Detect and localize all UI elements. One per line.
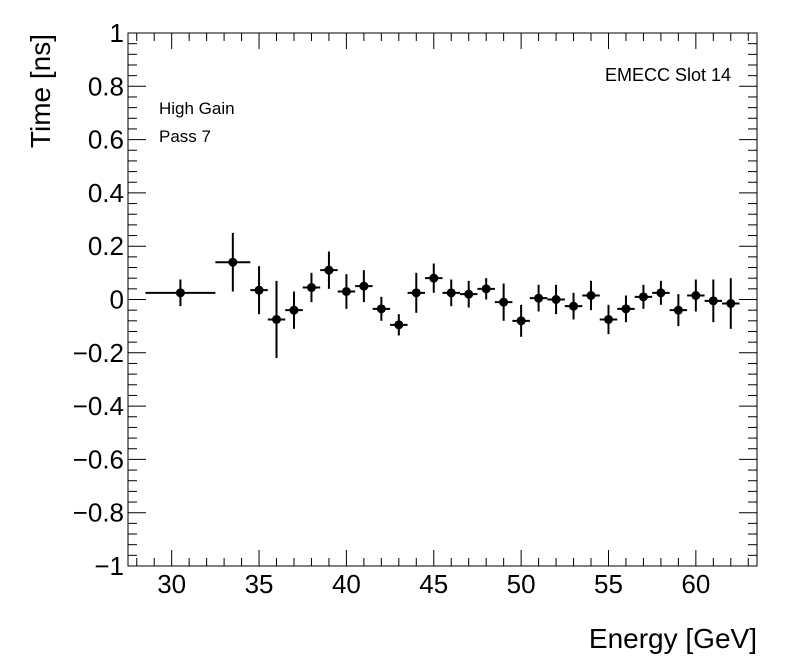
labels-layer: Energy [GeV] Time [ns] High Gain Pass 7 … xyxy=(25,34,757,654)
data-point xyxy=(529,284,548,312)
data-point xyxy=(652,280,670,305)
x-tick-label: 40 xyxy=(332,569,361,599)
data-marker xyxy=(708,296,718,306)
data-marker xyxy=(306,283,316,293)
data-point xyxy=(442,279,460,307)
data-marker xyxy=(359,281,369,291)
data-marker xyxy=(394,320,404,330)
y-tick-label: 0.8 xyxy=(88,71,124,101)
data-marker xyxy=(289,305,299,315)
data-marker xyxy=(569,301,579,311)
data-marker xyxy=(411,288,421,298)
data-point xyxy=(669,294,688,327)
data-point xyxy=(459,280,478,308)
data-point xyxy=(250,266,268,315)
y-tick-label: 0 xyxy=(110,285,124,315)
data-point xyxy=(390,314,408,336)
y-axis-title: Time [ns] xyxy=(25,34,56,148)
data-point xyxy=(704,279,723,323)
data-marker xyxy=(499,297,509,307)
data-marker xyxy=(656,288,666,298)
data-marker xyxy=(341,287,351,297)
y-tick-label: −0.4 xyxy=(73,391,124,421)
pass-annotation: Pass 7 xyxy=(159,127,211,146)
data-point xyxy=(564,292,583,320)
data-marker xyxy=(272,314,282,324)
data-marker xyxy=(638,292,648,302)
data-marker xyxy=(691,291,701,301)
x-tick-label: 45 xyxy=(419,569,448,599)
data-point xyxy=(722,278,740,329)
data-marker xyxy=(603,314,613,324)
data-point xyxy=(494,283,513,321)
y-tick-label: 0.6 xyxy=(88,125,124,155)
data-marker xyxy=(228,257,238,267)
x-tick-label: 35 xyxy=(245,569,274,599)
ticks-layer: 30 35 40 45 50 55 60 −1 −0.8 −0.6 −0.4 −0.2 0 0.2 0.4 0… xyxy=(73,18,757,599)
data-marker xyxy=(726,298,736,308)
data-point xyxy=(687,279,705,312)
y-tick-label: 0.4 xyxy=(88,178,124,208)
x-tick-label: 60 xyxy=(681,569,710,599)
y-tick-label: 1 xyxy=(110,18,124,48)
data-point xyxy=(320,251,338,289)
gain-annotation: High Gain xyxy=(159,99,235,118)
data-marker xyxy=(621,304,631,314)
data-layer xyxy=(145,232,740,359)
y-tick-label: 0.2 xyxy=(88,231,124,261)
y-tick-label: −0.2 xyxy=(73,338,124,368)
data-point xyxy=(145,279,216,307)
data-point xyxy=(372,296,391,321)
slot-annotation: EMECC Slot 14 xyxy=(605,65,731,85)
data-point xyxy=(355,270,373,303)
y-tick-label: −0.8 xyxy=(73,498,124,528)
x-tick-label: 55 xyxy=(594,569,623,599)
data-point xyxy=(547,284,565,315)
data-point xyxy=(285,291,303,329)
x-axis-title: Energy [GeV] xyxy=(589,623,757,654)
data-marker xyxy=(254,285,264,295)
data-point xyxy=(512,304,530,337)
data-marker xyxy=(464,289,474,299)
data-point xyxy=(634,284,653,309)
data-marker xyxy=(175,288,185,298)
y-tick-label: −0.6 xyxy=(73,444,124,474)
data-point xyxy=(407,272,426,313)
data-point xyxy=(477,278,495,300)
data-marker xyxy=(481,284,491,294)
data-marker xyxy=(673,305,683,315)
y-tick-label: −1 xyxy=(94,551,124,581)
data-point xyxy=(599,304,618,335)
data-point xyxy=(582,280,600,311)
x-tick-label: 30 xyxy=(157,569,186,599)
data-marker xyxy=(534,293,544,303)
data-point xyxy=(425,263,443,293)
data-marker xyxy=(446,288,456,298)
data-marker xyxy=(516,316,526,326)
data-point xyxy=(267,280,286,359)
data-point xyxy=(337,274,356,309)
data-marker xyxy=(586,291,596,301)
data-point xyxy=(215,232,251,292)
data-marker xyxy=(376,304,386,314)
data-marker xyxy=(551,295,561,304)
data-point xyxy=(302,272,321,303)
data-marker xyxy=(429,273,439,283)
data-marker xyxy=(324,265,334,275)
data-point xyxy=(617,295,635,323)
x-tick-label: 50 xyxy=(507,569,536,599)
